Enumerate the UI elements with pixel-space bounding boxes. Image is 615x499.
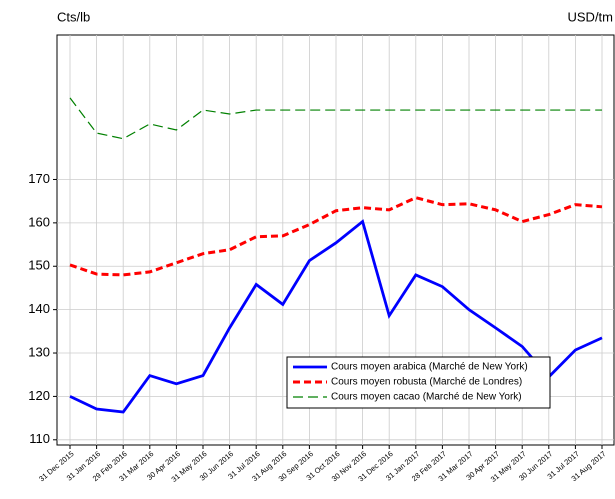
y2-axis-label: USD/tm (568, 9, 614, 24)
legend-box (286, 356, 551, 409)
y-tick-label: 160 (28, 214, 50, 229)
y-tick-label: 140 (28, 301, 50, 316)
series-line (69, 219, 603, 414)
y-tick-label: 120 (28, 388, 50, 403)
series-line (69, 97, 602, 140)
y-tick-label: 150 (28, 258, 50, 273)
y-tick-label: 110 (29, 431, 50, 446)
series-line (69, 196, 603, 277)
legend-label: Cours moyen robusta (Marché de Londres) (331, 377, 522, 388)
legend-label: Cours moyen arabica (Marché de New York) (331, 362, 528, 373)
y-axis-label: Cts/lb (57, 9, 90, 24)
y-tick-label: 130 (28, 344, 50, 359)
legend-label: Cours moyen cacao (Marché de New York) (331, 392, 522, 403)
y-tick-label: 170 (28, 171, 50, 186)
